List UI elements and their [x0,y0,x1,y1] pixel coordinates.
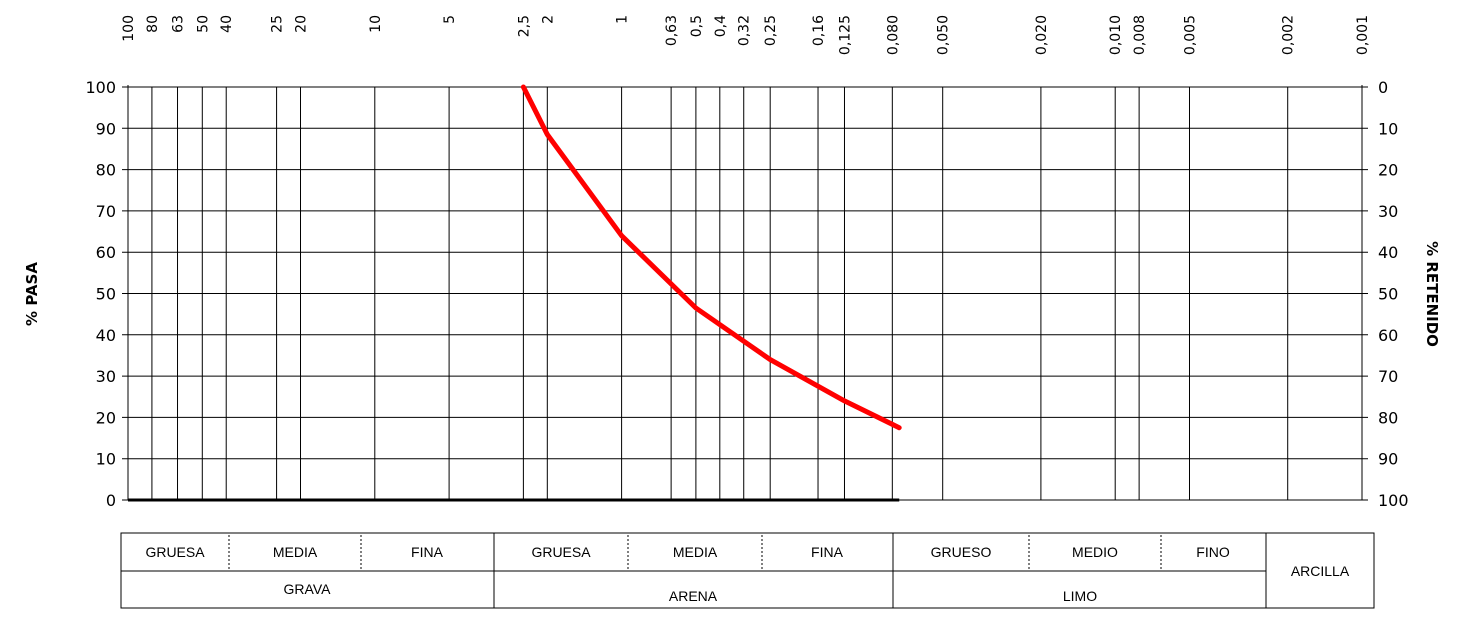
y-tick-label-right: 10 [1378,119,1398,138]
y-tick-label-left: 70 [96,202,116,221]
y-tick-label-left: 30 [96,367,116,386]
grid [122,85,1368,501]
x-tick-label: 100 [121,15,137,42]
x-tick-label: 0,63 [664,15,680,46]
x-tick-label: 1 [615,15,631,24]
x-tick-label: 0,25 [763,15,779,46]
y-tick-label-right: 70 [1378,367,1398,386]
class-arena-gruesa: GRUESA [531,544,591,560]
class-limo-medio: MEDIO [1072,544,1118,560]
x-tick-label: 80 [145,15,161,33]
y-tick-label-left: 50 [96,285,116,304]
y-tick-label-right: 30 [1378,202,1398,221]
y-tick-label-right: 80 [1378,408,1398,427]
x-tick-label: 0,002 [1281,15,1297,55]
y-tick-label-left: 0 [106,491,116,510]
class-arena-media: MEDIA [673,544,718,560]
class-grava-media: MEDIA [273,544,318,560]
class-grava-gruesa: GRUESA [145,544,205,560]
x-tick-label: 63 [171,15,187,33]
x-tick-label: 40 [219,15,235,33]
y-tick-label-right: 0 [1378,78,1388,97]
x-tick-label: 25 [270,15,286,33]
class-arcilla: ARCILLA [1291,563,1350,579]
x-tick-label: 0,4 [713,15,729,37]
x-tick-label: 0,020 [1034,15,1050,55]
x-tick-label: 0,008 [1132,15,1148,55]
class-limo-fino: FINO [1196,544,1230,560]
y-tick-label-left: 40 [96,326,116,345]
x-tick-label: 0,125 [837,15,853,55]
x-tick-label: 0,32 [737,15,753,46]
y-tick-label-right: 90 [1378,450,1398,469]
y-tick-label-right: 40 [1378,243,1398,262]
y-tick-label-left: 90 [96,119,116,138]
y-tick-label-left: 20 [96,408,116,427]
x-tick-label: 0,050 [936,15,952,55]
x-tick-labels: 100 80 63 50 40 25 20 10 5 2,5 2 1 0,63 0,5 0,4 0,32 0,2… [121,15,1371,55]
class-grava: GRAVA [284,581,332,597]
y-tick-label-right: 20 [1378,161,1398,180]
x-tick-label: 2 [540,15,556,24]
class-arena-fina: FINA [811,544,844,560]
x-tick-label: 0,005 [1182,15,1198,55]
x-tick-label: 0,5 [689,15,705,37]
class-limo-grueso: GRUESO [931,544,992,560]
class-limo: LIMO [1063,588,1097,604]
y-tick-label-right: 60 [1378,326,1398,345]
y-tick-labels-right: 0 10 20 30 40 50 60 70 80 90 100 [1378,78,1409,510]
x-tick-label: 10 [368,15,384,33]
class-grava-fina: FINA [411,544,444,560]
curve-layer [520,84,902,431]
x-tick-label: 0,080 [885,15,901,55]
x-tick-label: 5 [442,15,458,24]
class-arena: ARENA [669,588,718,604]
y-tick-label-right: 100 [1378,491,1409,510]
x-tick-label: 2,5 [516,15,532,37]
y-tick-label-right: 50 [1378,285,1398,304]
y-axis-title-left: % PASA [23,262,41,326]
y-axis-title-right: % RETENIDO [1423,241,1441,347]
x-tick-label: 0,010 [1108,15,1124,55]
y-tick-label-left: 60 [96,243,116,262]
y-tick-label-left: 100 [85,78,116,97]
x-tick-label: 20 [294,15,310,33]
x-tick-label: 0,16 [811,15,827,46]
x-tick-label: 50 [195,15,211,33]
y-tick-label-left: 10 [96,450,116,469]
classification-table: GRUESA MEDIA FINA GRUESA MEDIA FINA GRUE… [120,532,1375,609]
y-tick-label-left: 80 [96,161,116,180]
x-tick-label: 0,001 [1355,15,1371,55]
